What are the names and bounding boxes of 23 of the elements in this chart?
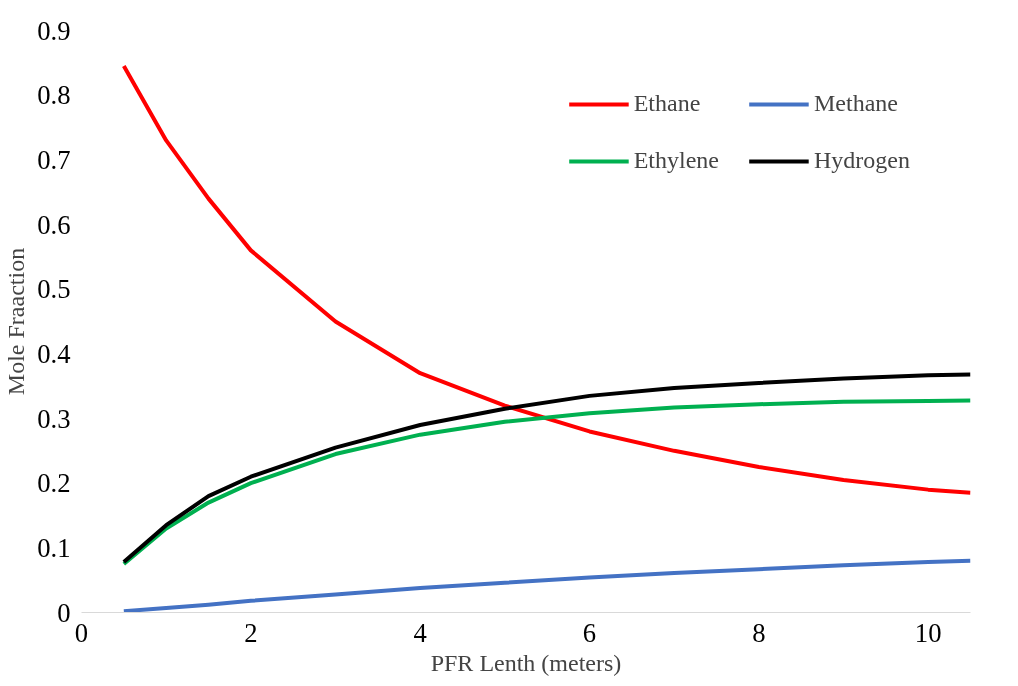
- y-tick-label: 0: [57, 597, 71, 628]
- y-tick-label: 0.3: [37, 403, 71, 434]
- y-tick-label: 0.8: [37, 80, 71, 111]
- legend-label: Ethane: [633, 90, 701, 117]
- y-tick-label: 0.9: [37, 15, 71, 46]
- y-tick-label: 0.6: [37, 209, 71, 240]
- legend-label: Methane: [814, 90, 898, 117]
- x-tick-label: 6: [582, 617, 597, 648]
- x-tick-label: 2: [244, 617, 258, 648]
- legend-label: Hydrogen: [814, 147, 910, 174]
- legend-label: Ethylene: [633, 147, 720, 174]
- y-tick-label: 0.4: [37, 338, 71, 369]
- x-tick-label: 8: [752, 617, 766, 648]
- y-tick-label: 0.2: [37, 468, 71, 499]
- line-series: [121, 64, 971, 495]
- x-tick-label: 4: [413, 617, 427, 648]
- y-axis-title: Mole Fraaction: [3, 247, 30, 396]
- y-tick-label: 0.5: [37, 274, 71, 305]
- x-tick-label: 10: [914, 617, 942, 648]
- y-tick-label: 0.7: [37, 144, 71, 175]
- line-series: [121, 558, 971, 613]
- y-tick-label: 0.1: [37, 532, 71, 563]
- x-axis-title: PFR Lenth (meters): [430, 649, 622, 676]
